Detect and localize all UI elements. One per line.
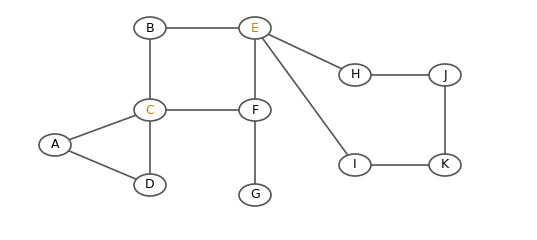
Text: D: D [145,179,155,192]
Ellipse shape [429,64,461,86]
Text: A: A [51,138,59,151]
Text: C: C [146,103,154,116]
Ellipse shape [429,154,461,176]
Text: G: G [250,188,260,202]
Ellipse shape [239,99,271,121]
Ellipse shape [239,17,271,39]
Ellipse shape [134,174,166,196]
Ellipse shape [339,154,371,176]
Ellipse shape [134,17,166,39]
Text: F: F [251,103,258,116]
Ellipse shape [239,184,271,206]
Text: B: B [146,22,154,35]
Text: K: K [441,158,449,172]
Text: I: I [353,158,357,172]
Ellipse shape [39,134,71,156]
Ellipse shape [134,99,166,121]
Ellipse shape [339,64,371,86]
Text: E: E [251,22,259,35]
Text: J: J [443,68,447,82]
Text: H: H [350,68,360,82]
